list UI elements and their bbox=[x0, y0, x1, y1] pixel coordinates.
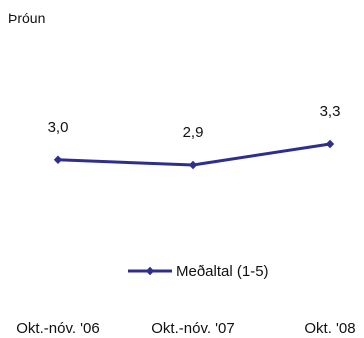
x-tick-label: Okt. '08 bbox=[304, 320, 355, 337]
data-label: 3,3 bbox=[320, 103, 341, 120]
x-tick-label: Okt.-nóv. '07 bbox=[151, 320, 234, 337]
legend-label: Meðaltal (1-5) bbox=[176, 263, 269, 280]
data-point bbox=[53, 155, 63, 164]
data-label: 2,9 bbox=[183, 124, 204, 141]
data-point bbox=[188, 160, 198, 170]
chart-title: Þróun bbox=[8, 10, 46, 26]
legend-marker bbox=[145, 266, 155, 276]
data-label: 3,0 bbox=[48, 119, 69, 136]
x-tick-label: Okt.-nóv. '06 bbox=[16, 320, 99, 337]
data-point bbox=[325, 139, 335, 149]
